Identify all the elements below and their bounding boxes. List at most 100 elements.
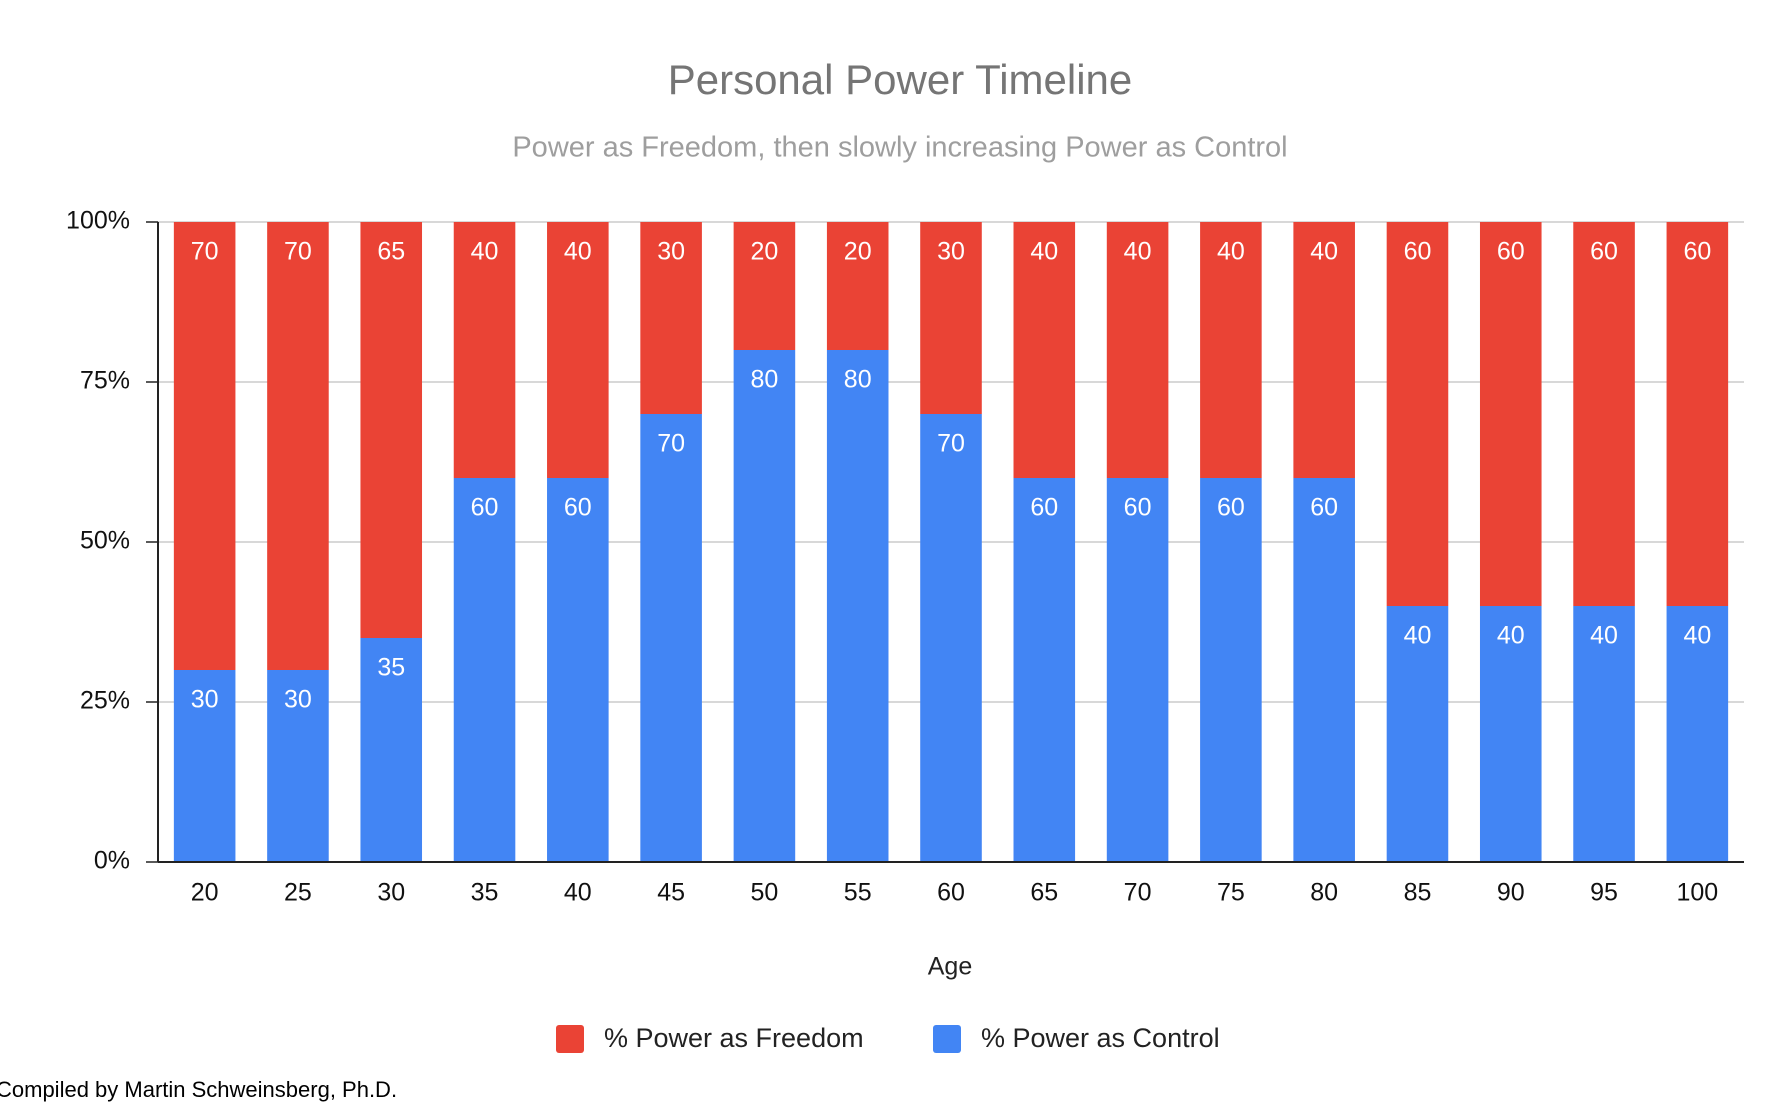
bar-segment <box>1386 222 1449 606</box>
bar-segment <box>1386 606 1449 862</box>
y-tick-label: 100% <box>66 207 130 235</box>
bar-segment <box>920 222 982 414</box>
data-label: 35 <box>377 654 405 682</box>
bar-segment <box>547 222 609 478</box>
data-label: 60 <box>1683 238 1711 266</box>
bar-segment <box>640 222 702 414</box>
data-label: 70 <box>657 430 685 458</box>
x-tick-label: 55 <box>844 879 872 907</box>
data-label: 60 <box>1497 238 1525 266</box>
x-tick-label: 100 <box>1676 879 1718 907</box>
bar-segment <box>826 222 889 350</box>
data-label: 70 <box>284 238 312 266</box>
bar-segment <box>1106 222 1169 478</box>
bar-segment <box>1013 478 1076 862</box>
data-label: 40 <box>1497 622 1525 650</box>
x-tick-label: 25 <box>284 879 312 907</box>
bar-segment <box>1666 606 1729 862</box>
bar-segment <box>360 222 423 638</box>
data-label: 60 <box>471 494 499 522</box>
x-tick-label: 65 <box>1030 879 1058 907</box>
x-tick-label: 80 <box>1310 879 1338 907</box>
bar-segment <box>1573 606 1635 862</box>
y-tick-label: 50% <box>80 527 130 555</box>
chart-title: Personal Power Timeline <box>668 56 1133 103</box>
data-label: 40 <box>1404 622 1432 650</box>
legend-swatch <box>933 1025 961 1053</box>
bar-segment <box>173 222 236 670</box>
x-tick-label: 40 <box>564 879 592 907</box>
legend-swatch <box>556 1025 584 1053</box>
bar-segment <box>547 478 609 862</box>
data-label: 60 <box>1310 494 1338 522</box>
bar-segment <box>1200 478 1262 862</box>
x-tick-label: 30 <box>377 879 405 907</box>
data-label: 65 <box>377 238 405 266</box>
bar-segment <box>1666 222 1729 606</box>
data-label: 30 <box>657 238 685 266</box>
x-axis-title: Age <box>928 953 972 981</box>
data-label: 80 <box>844 366 872 394</box>
x-tick-label: 75 <box>1217 879 1245 907</box>
bar-segment <box>640 414 702 862</box>
bar-segment <box>1200 222 1262 478</box>
bar-segment <box>453 222 516 478</box>
y-tick-label: 0% <box>94 847 130 875</box>
data-label: 40 <box>564 238 592 266</box>
bar-segment <box>1293 222 1355 478</box>
x-tick-label: 50 <box>751 879 779 907</box>
bar-segment <box>360 638 423 862</box>
bar-segment <box>453 478 516 862</box>
data-label: 40 <box>471 238 499 266</box>
bar-segment <box>1293 478 1355 862</box>
data-label: 60 <box>1030 494 1058 522</box>
bar-segment <box>1013 222 1076 478</box>
bar-segment <box>826 350 889 862</box>
legend-label: % Power as Freedom <box>604 1023 864 1053</box>
data-label: 70 <box>937 430 965 458</box>
y-tick-label: 25% <box>80 687 130 715</box>
data-label: 40 <box>1683 622 1711 650</box>
data-label: 40 <box>1217 238 1245 266</box>
bar-segment <box>173 670 236 862</box>
x-tick-label: 45 <box>657 879 685 907</box>
data-label: 30 <box>284 686 312 714</box>
data-label: 20 <box>844 238 872 266</box>
x-tick-label: 35 <box>471 879 499 907</box>
data-label: 30 <box>937 238 965 266</box>
bar-segment <box>1106 478 1169 862</box>
data-label: 60 <box>1590 238 1618 266</box>
footnote: Compiled by Martin Schweinsberg, Ph.D. <box>0 1077 397 1102</box>
data-label: 30 <box>191 686 219 714</box>
x-tick-label: 60 <box>937 879 965 907</box>
x-tick-label: 95 <box>1590 879 1618 907</box>
data-label: 40 <box>1590 622 1618 650</box>
x-tick-label: 90 <box>1497 879 1525 907</box>
data-label: 40 <box>1030 238 1058 266</box>
data-label: 40 <box>1124 238 1152 266</box>
bar-segment <box>920 414 982 862</box>
data-label: 60 <box>1217 494 1245 522</box>
x-tick-label: 20 <box>191 879 219 907</box>
bar-segment <box>1573 222 1635 606</box>
bar-segment <box>267 222 329 670</box>
chart-subtitle: Power as Freedom, then slowly increasing… <box>512 132 1287 164</box>
data-label: 60 <box>564 494 592 522</box>
x-tick-label: 70 <box>1124 879 1152 907</box>
data-label: 60 <box>1404 238 1432 266</box>
bar-segment <box>733 350 796 862</box>
legend-label: % Power as Control <box>981 1023 1220 1053</box>
bar-segment <box>267 670 329 862</box>
y-tick-label: 75% <box>80 367 130 395</box>
bar-segment <box>1479 222 1542 606</box>
data-label: 80 <box>751 366 779 394</box>
data-label: 60 <box>1124 494 1152 522</box>
data-label: 40 <box>1310 238 1338 266</box>
data-label: 20 <box>751 238 779 266</box>
data-label: 70 <box>191 238 219 266</box>
bar-segment <box>1479 606 1542 862</box>
bar-segment <box>733 222 796 350</box>
x-tick-label: 85 <box>1404 879 1432 907</box>
